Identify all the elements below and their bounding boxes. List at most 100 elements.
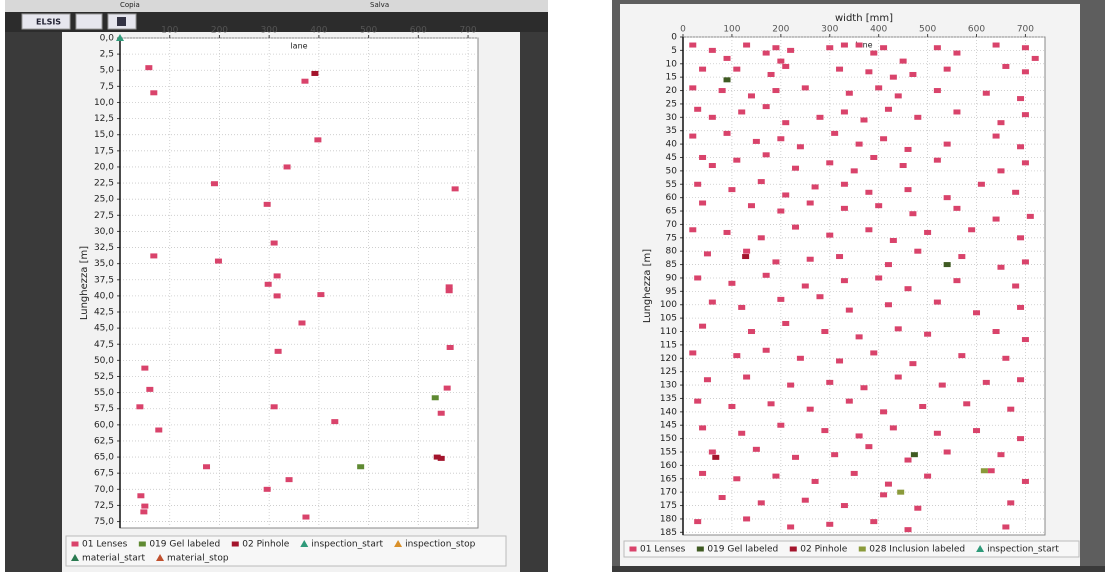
data-point: [792, 166, 799, 171]
y-tick-label: 25: [666, 99, 677, 109]
y-tick-label: 62,5: [94, 436, 114, 446]
data-point: [826, 160, 833, 165]
x-tick-label: 700: [459, 26, 476, 36]
y-tick-label: 0,0: [100, 34, 115, 44]
data-point: [758, 235, 765, 240]
data-point: [447, 345, 454, 350]
data-point: [997, 452, 1004, 457]
data-point: [1022, 45, 1029, 50]
data-point: [870, 519, 877, 524]
y-tick-label: 160: [660, 461, 677, 471]
data-point: [846, 399, 853, 404]
data-point: [924, 230, 931, 235]
data-point: [911, 452, 918, 457]
data-point: [777, 59, 784, 64]
data-point: [983, 380, 990, 385]
data-point: [841, 503, 848, 508]
data-point: [357, 464, 364, 469]
print-button[interactable]: [76, 14, 102, 29]
y-tick-label: 27,5: [94, 211, 114, 221]
data-point: [748, 329, 755, 334]
legend-label: 02 Pinhole: [242, 540, 289, 550]
data-point: [699, 471, 706, 476]
data-point: [689, 43, 696, 48]
data-point: [802, 284, 809, 289]
data-point: [851, 471, 858, 476]
data-point: [953, 278, 960, 283]
y-tick-label: 42,5: [94, 308, 114, 318]
data-point: [1002, 524, 1009, 529]
data-point: [997, 168, 1004, 173]
y-tick-label: 135: [660, 394, 677, 404]
data-point: [284, 164, 291, 169]
y-tick-label: 50,0: [94, 356, 114, 366]
data-point: [787, 48, 794, 53]
data-point: [880, 136, 887, 141]
data-point: [909, 211, 916, 216]
data-point: [317, 292, 324, 297]
data-point: [1012, 190, 1019, 195]
y-axis-label: Lunghezza [m]: [642, 249, 653, 323]
y-tick-label: 110: [660, 327, 677, 337]
data-point: [821, 428, 828, 433]
data-point: [1022, 479, 1029, 484]
data-point: [145, 65, 152, 70]
data-point: [836, 358, 843, 363]
data-point: [914, 115, 921, 120]
data-point: [753, 139, 760, 144]
data-point: [880, 409, 887, 414]
data-point: [782, 192, 789, 197]
data-point: [689, 227, 696, 232]
data-point: [841, 278, 848, 283]
data-point: [875, 85, 882, 90]
x-tick-label: 100: [723, 25, 740, 35]
data-point: [719, 495, 726, 500]
data-point: [1027, 214, 1034, 219]
x-tick-label: 600: [410, 26, 427, 36]
y-tick-label: 45: [666, 153, 677, 163]
y-tick-label: 175: [660, 501, 677, 511]
y-tick-label: 75,0: [94, 517, 114, 527]
data-point: [1012, 284, 1019, 289]
data-point: [141, 504, 148, 509]
data-point: [787, 524, 794, 529]
y-tick-label: 40,0: [94, 291, 114, 301]
toolbar-label: Copia: [120, 1, 140, 9]
y-tick-label: 60,0: [94, 420, 114, 430]
data-point: [264, 487, 271, 492]
y-tick-label: 7,5: [100, 82, 114, 92]
legend-label: 028 Inclusion labeled: [869, 545, 965, 555]
data-point: [709, 300, 716, 305]
y-tick-label: 17,5: [94, 146, 114, 156]
y-tick-label: 20,0: [94, 162, 114, 172]
data-point: [900, 59, 907, 64]
data-point: [993, 134, 1000, 139]
data-point: [689, 134, 696, 139]
data-point: [880, 492, 887, 497]
data-point: [728, 187, 735, 192]
data-point: [890, 238, 897, 243]
legend-label: inspection_start: [987, 545, 1059, 555]
data-point: [797, 356, 804, 361]
y-tick-label: 65,0: [94, 453, 114, 463]
data-point: [997, 120, 1004, 125]
data-point: [452, 186, 459, 191]
data-point: [875, 275, 882, 280]
data-point: [836, 67, 843, 72]
data-point: [150, 90, 157, 95]
data-point: [709, 163, 716, 168]
data-point: [699, 67, 706, 72]
y-tick-label: 165: [660, 474, 677, 484]
data-point: [738, 431, 745, 436]
x-tick-label: 300: [821, 25, 838, 35]
data-point: [861, 385, 868, 390]
data-point: [136, 404, 143, 409]
data-point: [885, 107, 892, 112]
data-point: [914, 506, 921, 511]
data-point: [963, 401, 970, 406]
data-point: [865, 190, 872, 195]
data-point: [724, 230, 731, 235]
data-point: [993, 217, 1000, 222]
data-point: [724, 77, 731, 82]
y-tick-label: 2,5: [100, 50, 114, 60]
